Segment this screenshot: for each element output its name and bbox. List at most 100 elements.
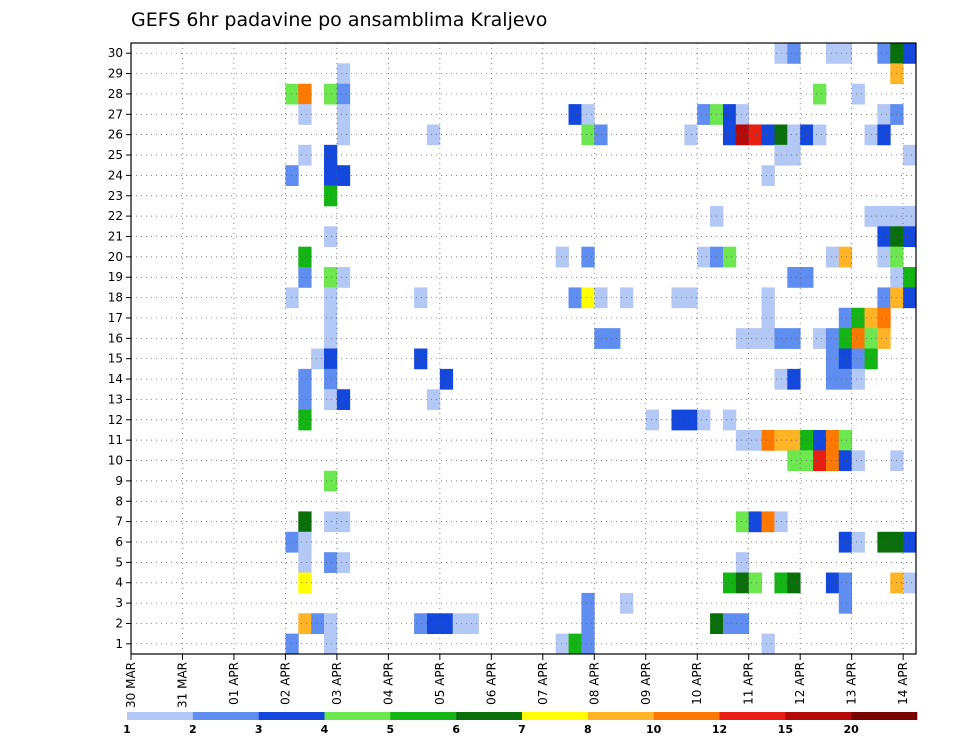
heatmap-cell bbox=[813, 429, 827, 451]
heatmap-cell bbox=[581, 592, 595, 614]
heatmap-cell bbox=[414, 348, 428, 370]
heatmap-cell bbox=[838, 43, 853, 64]
heatmap-cell bbox=[761, 328, 775, 349]
heatmap-cell bbox=[426, 613, 441, 635]
heatmap-cell bbox=[568, 633, 582, 655]
heatmap-cell bbox=[735, 572, 750, 594]
heatmap-cell bbox=[645, 409, 660, 431]
heatmap-cell bbox=[903, 572, 917, 594]
y-tick-label: 24 bbox=[108, 168, 123, 182]
y-tick-label: 25 bbox=[108, 148, 123, 162]
heatmap-cell bbox=[851, 328, 865, 349]
heatmap-cell bbox=[903, 205, 917, 227]
heatmap-cell bbox=[877, 531, 891, 553]
heatmap-cell bbox=[903, 43, 917, 64]
x-tick-label: 13 APR bbox=[845, 662, 859, 705]
colorbar-label: 12 bbox=[712, 723, 727, 736]
heatmap-cell bbox=[787, 368, 801, 390]
heatmap-cell bbox=[298, 552, 312, 573]
heatmap-cell bbox=[825, 246, 840, 268]
heatmap-cell bbox=[787, 144, 801, 166]
heatmap-cell bbox=[298, 267, 312, 288]
colorbar: 1 2 3 4 5 6 7 8 10 12 15 20 bbox=[123, 712, 918, 736]
heatmap-cell bbox=[838, 307, 853, 329]
heatmap-cell bbox=[877, 246, 891, 268]
heatmap-cell bbox=[452, 613, 466, 635]
heatmap-cell bbox=[748, 511, 762, 533]
heatmap-cell bbox=[825, 348, 840, 370]
colorbar-swatch bbox=[653, 712, 720, 720]
heatmap-cell bbox=[722, 613, 737, 635]
y-tick-label: 28 bbox=[108, 87, 123, 101]
heatmap-cell bbox=[787, 328, 801, 349]
x-tick-label: 01 APR bbox=[227, 662, 241, 705]
y-tick-label: 29 bbox=[108, 67, 123, 81]
heatmap-cell bbox=[735, 552, 750, 573]
heatmap-cell bbox=[825, 429, 840, 451]
heatmap-cell bbox=[761, 633, 775, 655]
y-tick-label: 18 bbox=[108, 291, 123, 305]
heatmap-cell bbox=[581, 124, 595, 146]
colorbar-swatch bbox=[851, 712, 918, 720]
y-tick-label: 10 bbox=[108, 454, 123, 468]
y-tick-label: 11 bbox=[108, 433, 123, 447]
colorbar-swatch bbox=[127, 712, 194, 720]
heatmap-cell bbox=[324, 185, 338, 207]
y-tick-label: 21 bbox=[108, 229, 123, 243]
heatmap-cell bbox=[787, 572, 801, 594]
y-tick-label: 4 bbox=[115, 576, 123, 590]
heatmap-cell bbox=[877, 205, 891, 227]
heatmap-cell bbox=[761, 511, 775, 533]
y-tick-label: 6 bbox=[115, 535, 123, 549]
x-tick-label: 04 APR bbox=[381, 662, 395, 705]
heatmap-cell bbox=[684, 409, 698, 431]
heatmap-cell bbox=[298, 572, 312, 594]
heatmap-cell bbox=[877, 287, 891, 309]
heatmap-cell bbox=[414, 287, 428, 309]
heatmap-cell bbox=[735, 124, 750, 146]
colorbar-label: 5 bbox=[387, 723, 395, 736]
heatmap-cell bbox=[722, 124, 737, 146]
heatmap-cell bbox=[324, 328, 338, 349]
heatmap-cell bbox=[324, 511, 338, 533]
heatmap-cell bbox=[298, 409, 312, 431]
y-axis: 1234567891011121314151617181920212223242… bbox=[108, 46, 131, 651]
colorbar-swatch bbox=[390, 712, 457, 720]
colorbar-swatch bbox=[719, 712, 786, 720]
heatmap-cell bbox=[324, 83, 338, 105]
heatmap-cell bbox=[787, 450, 801, 472]
y-tick-label: 22 bbox=[108, 209, 123, 223]
heatmap-cell bbox=[324, 389, 338, 410]
heatmap-cell bbox=[838, 572, 853, 594]
y-tick-label: 15 bbox=[108, 352, 123, 366]
y-tick-label: 1 bbox=[115, 637, 123, 651]
heatmap-cell bbox=[336, 104, 351, 125]
colorbar-label: 15 bbox=[778, 723, 793, 736]
heatmap-cell bbox=[838, 328, 853, 349]
heatmap-cell bbox=[825, 572, 840, 594]
heatmap-cell bbox=[324, 470, 338, 492]
x-axis: 30 MAR 31 MAR 01 APR 02 APR 03 APR 04 APR 05 A… bbox=[124, 654, 910, 708]
heatmap-cell bbox=[311, 348, 325, 370]
heatmap-cell bbox=[748, 124, 762, 146]
y-tick-label: 20 bbox=[108, 250, 123, 264]
heatmap-cell bbox=[594, 328, 608, 349]
heatmap-cell bbox=[761, 307, 775, 329]
colorbar-label: 6 bbox=[452, 723, 460, 736]
heatmap-cell bbox=[324, 165, 338, 186]
heatmap-cell bbox=[825, 368, 840, 390]
y-tick-label: 2 bbox=[115, 616, 123, 630]
heatmap-cell bbox=[877, 43, 891, 64]
heatmap-cell bbox=[851, 83, 865, 105]
heatmap-cell bbox=[298, 83, 312, 105]
heatmap-cell bbox=[735, 511, 750, 533]
heatmap-cell bbox=[787, 267, 801, 288]
heatmap-cell bbox=[903, 226, 917, 248]
heatmap-cell bbox=[336, 511, 351, 533]
heatmap-cell bbox=[336, 552, 351, 573]
heatmap-cell bbox=[697, 409, 711, 431]
heatmap-cell bbox=[594, 287, 608, 309]
heatmap-cell bbox=[607, 328, 621, 349]
heatmap-cell bbox=[298, 389, 312, 410]
